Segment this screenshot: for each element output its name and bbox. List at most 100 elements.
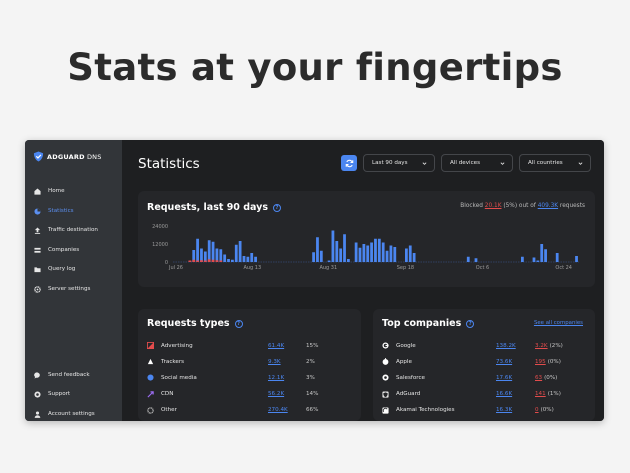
blocked-count-link[interactable]: 20.1K	[484, 203, 502, 209]
see-all-companies-link[interactable]: See all companies	[533, 320, 583, 326]
x-tick-label: Aug 31	[319, 265, 337, 271]
sidebar-item-send-feedback[interactable]: Send feedback	[34, 369, 120, 381]
company-blocked-link[interactable]: 141	[535, 391, 546, 398]
requests-bar[interactable]	[358, 247, 362, 262]
sidebar-item-home[interactable]: Home	[34, 185, 120, 197]
blocked-bar[interactable]	[196, 260, 199, 263]
blocked-bar[interactable]	[192, 259, 196, 262]
refresh-icon	[345, 159, 353, 167]
requests-bar[interactable]	[238, 241, 242, 262]
requests-bar[interactable]	[474, 258, 478, 262]
requests-bar[interactable]	[370, 242, 373, 263]
requests-bar[interactable]	[331, 230, 335, 263]
request-type-count-link[interactable]: 12.1K	[268, 374, 285, 381]
company-count-link[interactable]: 138.2K	[496, 342, 516, 349]
requests-bar[interactable]	[219, 249, 223, 262]
requests-bar[interactable]	[250, 253, 254, 262]
requests-bar[interactable]	[362, 244, 366, 262]
requests-bar[interactable]	[335, 241, 339, 262]
requests-bar[interactable]	[405, 248, 408, 263]
requests-bar[interactable]	[408, 245, 412, 263]
requests-bar[interactable]	[575, 256, 578, 262]
company-blocked-link[interactable]: 195	[535, 358, 546, 365]
requests-bar[interactable]	[192, 250, 196, 262]
requests-bar[interactable]	[231, 259, 234, 262]
requests-bar[interactable]	[327, 260, 331, 263]
requests-bar[interactable]	[227, 259, 230, 262]
requests-bar[interactable]	[207, 240, 211, 262]
period-select-value: Last 90 days	[372, 160, 408, 166]
requests-bar[interactable]	[203, 251, 207, 263]
requests-bar[interactable]	[389, 245, 393, 263]
requests-bar[interactable]	[339, 248, 343, 263]
request-type-count-link[interactable]: 270.4K	[268, 407, 288, 414]
requests-bar[interactable]	[319, 250, 323, 262]
requests-bar[interactable]	[316, 237, 319, 262]
main-content: Statistics Last 90 days All devices All …	[122, 140, 604, 421]
company-blocked-link[interactable]: 0	[535, 407, 539, 414]
blocked-bar[interactable]	[211, 259, 215, 262]
requests-bar[interactable]	[521, 256, 524, 262]
blocked-bar[interactable]	[203, 260, 207, 263]
requests-bar[interactable]	[200, 248, 203, 263]
company-blocked-link[interactable]: 63	[535, 374, 543, 381]
requests-bar[interactable]	[374, 238, 377, 262]
company-count-link[interactable]: 73.6K	[496, 358, 513, 365]
period-select[interactable]: Last 90 days	[363, 154, 435, 172]
sidebar-item-support[interactable]: Support	[34, 388, 120, 400]
sidebar-item-server-settings[interactable]: Server settings	[34, 283, 120, 295]
blocked-bar[interactable]	[219, 260, 223, 263]
company-count-link[interactable]: 16.6K	[496, 391, 513, 398]
sidebar-item-companies[interactable]: Companies	[34, 244, 120, 256]
company-count-link[interactable]: 16.3K	[496, 407, 513, 414]
requests-bar[interactable]	[246, 256, 250, 262]
requests-bar[interactable]	[242, 256, 246, 262]
requests-bar[interactable]	[536, 260, 540, 263]
request-type-label: Trackers	[161, 358, 185, 365]
refresh-button[interactable]	[341, 155, 357, 171]
requests-bar[interactable]	[555, 253, 559, 262]
requests-bar[interactable]	[544, 249, 547, 262]
blocked-bar[interactable]	[207, 259, 211, 262]
requests-bar[interactable]	[466, 256, 470, 262]
company-label: AdGuard	[396, 391, 421, 398]
sidebar-item-query-log[interactable]: Query log	[34, 263, 120, 275]
requests-bar[interactable]	[393, 247, 397, 262]
requests-bar[interactable]	[354, 242, 358, 263]
requests-bar[interactable]	[412, 253, 416, 262]
company-count-link[interactable]: 17.6K	[496, 374, 513, 381]
info-icon[interactable]: ?	[273, 203, 281, 212]
requests-bar[interactable]	[234, 244, 238, 262]
requests-bar[interactable]	[215, 248, 219, 263]
company-row: Apple 73.6K 195 (0%)	[382, 356, 587, 367]
sidebar-item-account-settings[interactable]: Account settings	[34, 408, 120, 420]
logo[interactable]: ADGUARD DNS	[33, 151, 102, 162]
requests-bar[interactable]	[312, 252, 315, 262]
requests-bar[interactable]	[254, 256, 257, 262]
info-icon[interactable]: ?	[466, 319, 475, 328]
requests-bar[interactable]	[343, 234, 346, 262]
sidebar-item-traffic-destination[interactable]: Traffic destination	[34, 224, 120, 236]
requests-bar[interactable]	[223, 254, 227, 263]
blocked-bar[interactable]	[215, 260, 219, 262]
request-type-count-link[interactable]: 61.4K	[268, 342, 285, 349]
requests-bar[interactable]	[532, 257, 536, 263]
blocked-bar[interactable]	[200, 260, 203, 262]
requests-bar[interactable]	[540, 244, 544, 262]
total-count-link[interactable]: 409.3K	[537, 203, 559, 209]
company-blocked-link[interactable]: 3.2K	[535, 342, 548, 349]
request-type-count-link[interactable]: 56.2K	[268, 391, 285, 398]
requests-bar[interactable]	[366, 245, 370, 263]
requests-bar[interactable]	[211, 241, 215, 262]
blocked-bar[interactable]	[188, 260, 192, 263]
countries-select[interactable]: All countries	[519, 154, 591, 172]
requests-bar[interactable]	[347, 259, 350, 262]
sidebar-item-statistics[interactable]: Statistics	[34, 205, 120, 217]
info-icon[interactable]: ?	[234, 319, 243, 328]
requests-bar[interactable]	[377, 238, 381, 262]
request-type-count-link[interactable]: 9.3K	[268, 358, 281, 365]
requests-bar[interactable]	[196, 238, 199, 262]
requests-bar[interactable]	[381, 242, 385, 263]
devices-select[interactable]: All devices	[441, 154, 513, 172]
requests-bar[interactable]	[385, 250, 389, 262]
